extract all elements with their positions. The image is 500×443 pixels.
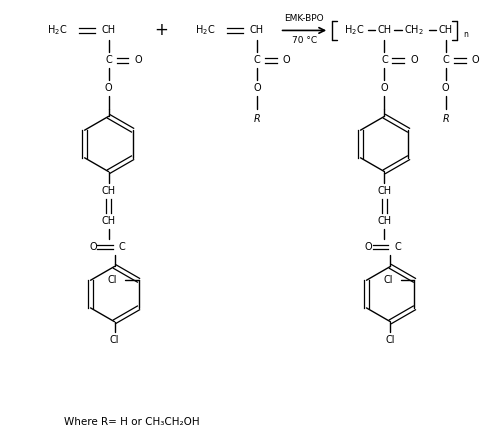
Text: O: O (380, 83, 388, 93)
Text: CH: CH (102, 216, 116, 226)
Text: Cl: Cl (110, 334, 120, 345)
Text: H$_2$C: H$_2$C (47, 23, 68, 37)
Text: CH: CH (378, 25, 392, 35)
Text: CH: CH (102, 187, 116, 196)
Text: C: C (254, 55, 260, 65)
Text: C: C (394, 242, 401, 252)
Text: O: O (410, 55, 418, 65)
Text: +: + (154, 21, 168, 39)
Text: O: O (134, 55, 142, 65)
Text: EMK-BPO: EMK-BPO (284, 14, 324, 23)
Text: O: O (105, 83, 112, 93)
Text: H$_2$C: H$_2$C (344, 23, 364, 37)
Text: Cl: Cl (107, 275, 117, 285)
Text: CH: CH (250, 25, 264, 35)
Text: n: n (464, 30, 468, 39)
Text: CH: CH (102, 25, 116, 35)
Text: O: O (253, 83, 260, 93)
Text: CH$_2$: CH$_2$ (404, 23, 424, 37)
Text: 70 °C: 70 °C (292, 36, 317, 45)
Text: O: O (472, 55, 479, 65)
Text: O: O (89, 242, 96, 252)
Text: C: C (442, 55, 449, 65)
Text: O: O (282, 55, 290, 65)
Text: Cl: Cl (386, 334, 395, 345)
Text: O: O (365, 242, 372, 252)
Text: Where R= H or CH₃CH₂OH: Where R= H or CH₃CH₂OH (64, 417, 199, 427)
Text: CH: CH (378, 187, 392, 196)
Text: R: R (442, 114, 449, 124)
Text: O: O (442, 83, 450, 93)
Text: Cl: Cl (383, 275, 392, 285)
Text: CH: CH (378, 216, 392, 226)
Text: C: C (381, 55, 388, 65)
Text: C: C (118, 242, 125, 252)
Text: C: C (105, 55, 112, 65)
Text: CH: CH (438, 25, 453, 35)
Text: H$_2$C: H$_2$C (196, 23, 216, 37)
Text: R: R (254, 114, 260, 124)
